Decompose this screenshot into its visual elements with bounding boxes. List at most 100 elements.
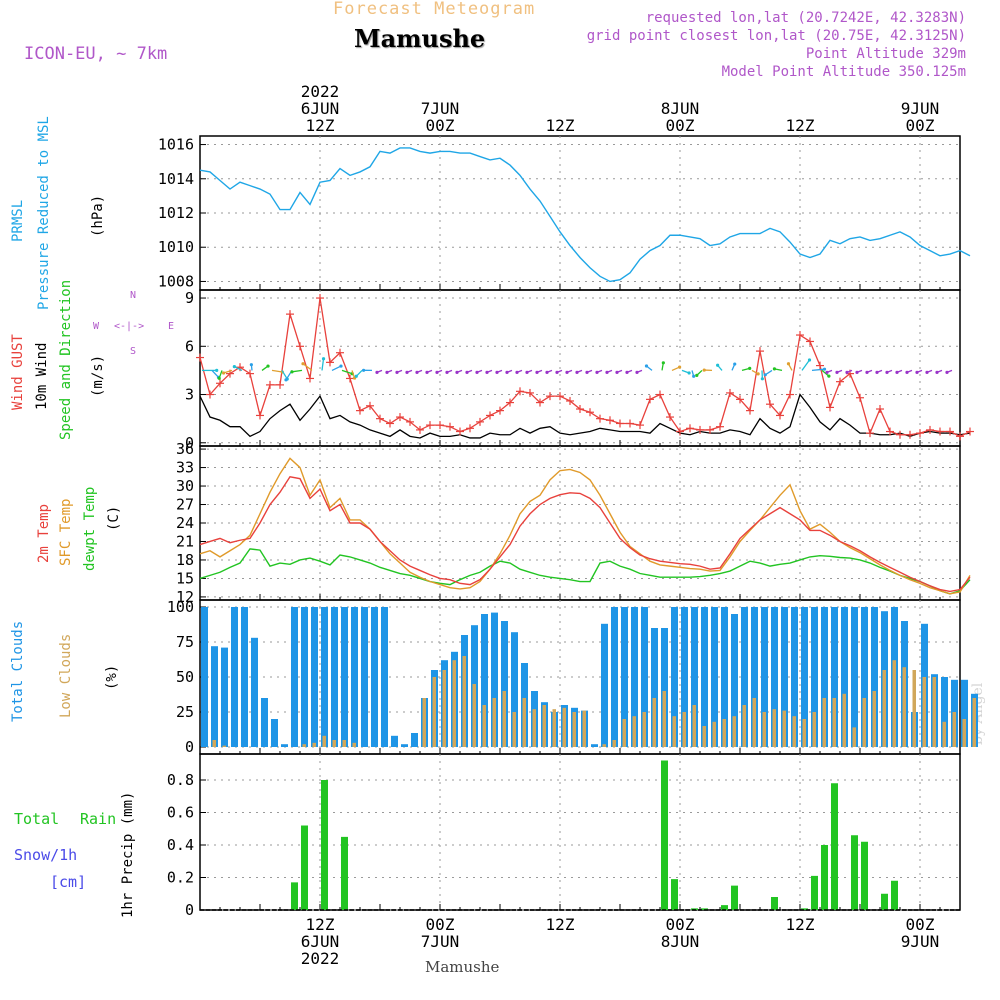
wind-direction-arrow <box>811 368 825 372</box>
total-cloud-bar <box>271 719 278 747</box>
low-cloud-bar <box>492 698 496 747</box>
low-cloud-bar <box>902 667 906 747</box>
time-label-top: 12Z <box>306 116 335 135</box>
wind-direction-arrowhead <box>525 370 529 375</box>
total-cloud-bar <box>511 632 518 747</box>
tick-label-y: 24 <box>176 514 194 532</box>
total-cloud-bar <box>321 607 328 747</box>
wind-direction-arrowhead <box>865 370 869 375</box>
wind-direction-arrowhead <box>565 370 569 375</box>
low-cloud-bar <box>632 716 636 747</box>
low-cloud-bar <box>602 744 606 747</box>
rain-bar <box>721 905 728 910</box>
wind-direction-arrowhead <box>435 370 439 375</box>
time-label-bottom: 7JUN <box>421 932 460 951</box>
low-cloud-bar <box>332 740 336 747</box>
low-cloud-bar <box>892 660 896 747</box>
total-cloud-bar <box>671 607 678 747</box>
wind-direction-arrowhead <box>595 370 599 375</box>
total-cloud-bar <box>961 679 968 747</box>
wind-direction-arrowhead <box>845 370 849 375</box>
total-cloud-bar <box>481 614 488 747</box>
tick-label-y: 6 <box>185 337 194 355</box>
low-cloud-bar <box>862 698 866 747</box>
tick-label-y: 0.8 <box>167 771 194 789</box>
total-cloud-bar <box>791 607 798 747</box>
low-cloud-bar <box>722 719 726 747</box>
wind-direction-arrowhead <box>895 370 899 375</box>
wind-direction-arrowhead <box>321 357 326 361</box>
rain-bar <box>831 783 838 910</box>
wind-direction-arrowhead <box>555 370 559 375</box>
low-cloud-bar <box>462 656 466 747</box>
time-label-top: 12Z <box>786 116 815 135</box>
time-label-top: 2022 <box>301 82 340 101</box>
wind-direction-arrowhead <box>301 362 305 366</box>
low-cloud-bar <box>802 719 806 747</box>
model-label: ICON-EU, ~ 7km <box>24 44 168 64</box>
time-label-bottom: 12Z <box>306 915 335 934</box>
pressure-line <box>199 147 971 283</box>
low-cloud-bar <box>852 727 856 747</box>
low-cloud-bar <box>322 735 326 747</box>
gust-line <box>199 297 971 438</box>
low-cloud-bar <box>712 721 716 747</box>
total-cloud-bar <box>691 607 698 747</box>
total-cloud-bar <box>941 677 948 747</box>
total-cloud-bar <box>411 733 418 747</box>
wind-direction-arrowhead <box>695 373 699 377</box>
low-cloud-bar <box>942 721 946 747</box>
wind-direction-arrowhead <box>702 368 706 372</box>
time-label-bottom: 6JUN <box>301 932 340 951</box>
wind-direction-arrowhead <box>678 365 682 369</box>
total-cloud-bar <box>841 607 848 747</box>
total-cloud-bar <box>721 607 728 747</box>
low-cloud-bar <box>622 719 626 747</box>
total-cloud-bar <box>731 614 738 747</box>
wind-direction-arrowhead <box>221 371 226 375</box>
model-altitude: Model Point Altitude 350.125m <box>721 64 966 80</box>
wind-direction-arrowhead <box>485 370 489 375</box>
tick-label-y: 0 <box>185 738 194 756</box>
tick-label-y: 18 <box>176 551 194 569</box>
low-cloud-bar <box>572 712 576 747</box>
tick-label-y: 0.4 <box>167 836 194 854</box>
total-cloud-bar <box>291 607 298 747</box>
tick-label-y: 33 <box>176 459 194 477</box>
total-cloud-bar <box>751 607 758 747</box>
wind-direction-arrowhead <box>445 370 449 375</box>
tick-label-y: 75 <box>176 633 194 651</box>
precip-label-cm: [cm] <box>50 873 87 891</box>
low-cloud-bar <box>472 684 476 747</box>
wind-direction-arrowhead <box>915 370 919 375</box>
time-label-top: 7JUN <box>421 99 460 118</box>
wind-direction-arrowhead <box>284 378 288 382</box>
rain-bar <box>861 841 868 910</box>
rain-bar <box>291 882 298 910</box>
tick-label-y: 0.2 <box>167 869 194 887</box>
low-cloud-bar <box>302 744 306 747</box>
low-cloud-bar <box>222 745 226 747</box>
time-label-bottom: 00Z <box>426 915 455 934</box>
low-cloud-bar <box>612 740 616 747</box>
total-cloud-bar <box>341 607 348 747</box>
tick-label-y: 3 <box>185 386 194 404</box>
tick-label-y: 1012 <box>158 204 194 222</box>
low-cloud-bar <box>452 660 456 747</box>
wind-direction-arrowhead <box>885 370 889 375</box>
wind-direction-arrowhead <box>827 374 831 378</box>
time-label-top: 6JUN <box>301 99 340 118</box>
wind-direction-arrowhead <box>215 368 219 373</box>
total-cloud-bar <box>501 621 508 747</box>
wind-direction-arrowhead <box>362 368 366 372</box>
rain-bar <box>881 893 888 910</box>
time-label-bottom: 12Z <box>546 915 575 934</box>
low-cloud-bar <box>672 716 676 747</box>
dewpt-line <box>199 548 971 595</box>
wind-direction-arrowhead <box>786 362 791 366</box>
low-cloud-bar <box>582 710 586 747</box>
total-cloud-bar <box>821 607 828 747</box>
time-label-top: 12Z <box>546 116 575 135</box>
wind-direction-arrow <box>331 365 342 371</box>
low-cloud-bar <box>682 712 686 747</box>
